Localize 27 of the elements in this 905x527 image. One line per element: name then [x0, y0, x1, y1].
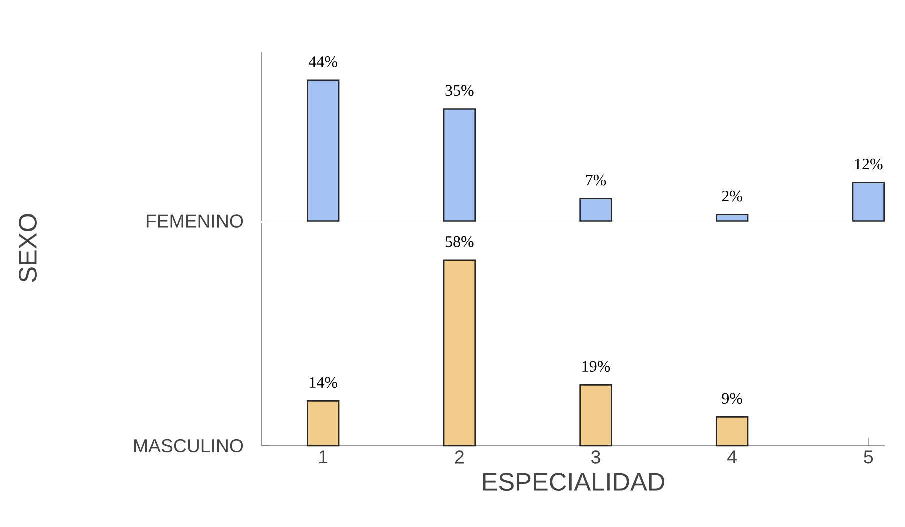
bar [580, 198, 612, 222]
bar [852, 182, 885, 222]
bar [443, 108, 476, 222]
x-tick-label: 3 [592, 450, 600, 464]
data-label: 14% [310, 377, 338, 388]
x-axis-title: ESPECIALIDAD [483, 473, 665, 492]
bar [307, 80, 340, 222]
data-label: 19% [582, 361, 610, 372]
x-tick-label: 2 [455, 450, 464, 464]
data-label: 7% [586, 174, 606, 186]
data-label: 2% [722, 190, 742, 202]
bar [307, 400, 340, 447]
bar [443, 260, 476, 447]
x-tick-label: 4 [728, 450, 737, 464]
y-axis-title: MASCULINO [134, 439, 244, 453]
data-label: 44% [309, 56, 338, 68]
bar [716, 416, 749, 447]
text: SEXO [19, 214, 37, 282]
x-tick-label: 1 [320, 450, 328, 464]
x-tick-label: 5 [864, 450, 874, 464]
data-label: 35% [446, 85, 474, 96]
data-label: 58% [446, 236, 474, 248]
y-axis-title: FEMENINO [146, 214, 244, 228]
data-label: 12% [855, 158, 883, 170]
bar [580, 384, 612, 447]
bar [716, 214, 749, 222]
data-label: 9% [722, 393, 742, 404]
